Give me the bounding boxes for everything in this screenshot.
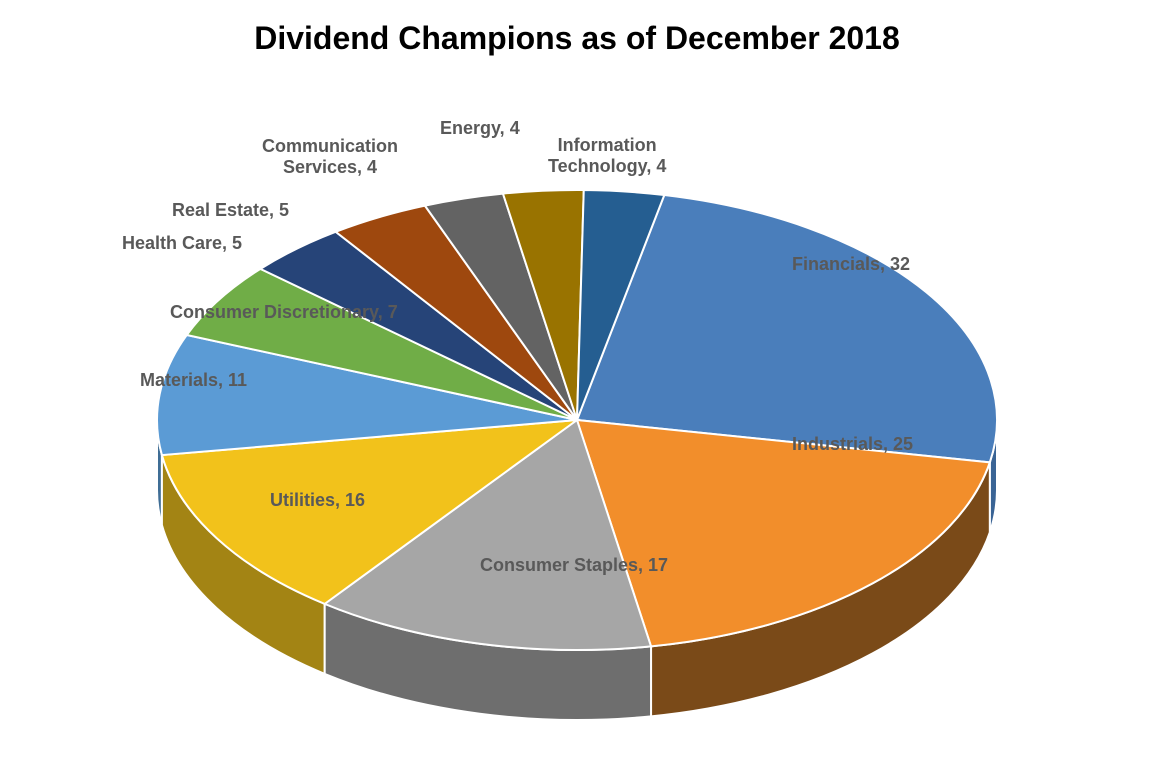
chart-container: Dividend Champions as of December 2018 F… [0, 0, 1154, 777]
slice-label: InformationTechnology, 4 [548, 135, 666, 176]
slice-label: Materials, 11 [140, 370, 247, 391]
slice-label: CommunicationServices, 4 [262, 136, 398, 177]
slice-label: Health Care, 5 [122, 233, 242, 254]
slice-label: Industrials, 25 [792, 434, 913, 455]
slice-label: Real Estate, 5 [172, 200, 289, 221]
slice-label: Utilities, 16 [270, 490, 365, 511]
slice-label: Consumer Staples, 17 [480, 555, 668, 576]
slice-label: Consumer Discretionary, 7 [170, 302, 398, 323]
slice-label: Financials, 32 [792, 254, 910, 275]
slice-label: Energy, 4 [440, 118, 520, 139]
